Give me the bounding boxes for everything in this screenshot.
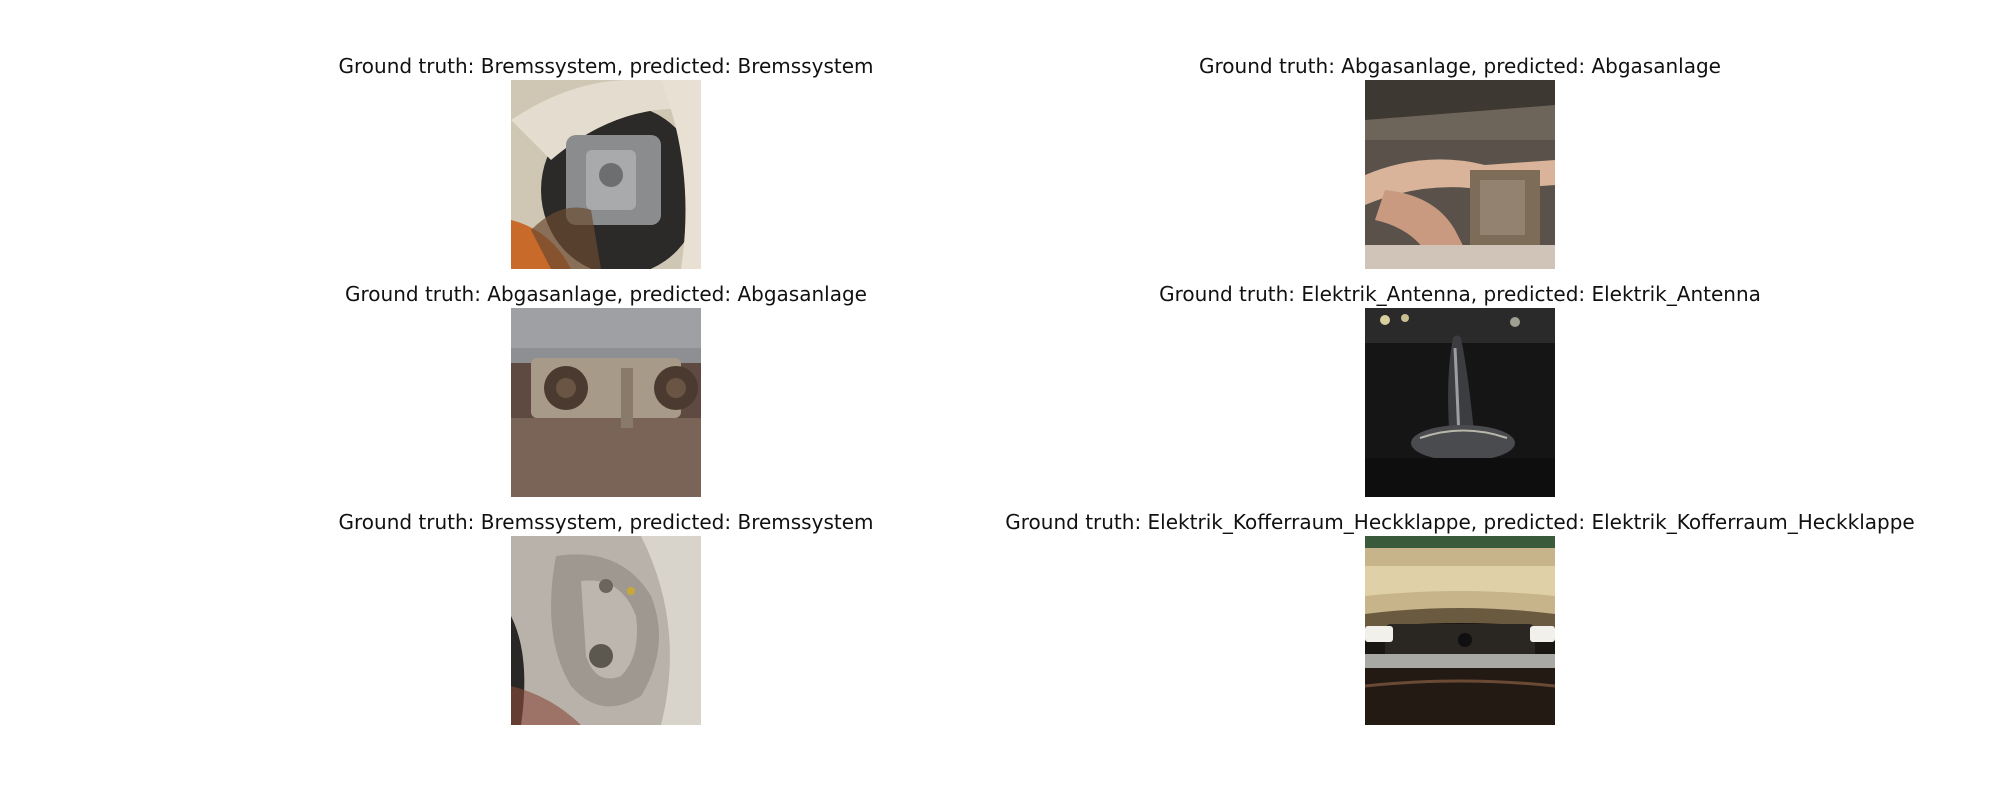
caption-1: Ground truth: Bremssystem, predicted: Br…: [338, 54, 874, 78]
trunk-lid-camera-photo: [1365, 536, 1555, 725]
roof-antenna-photo: [1365, 308, 1555, 497]
rusty-exhaust-clamp-photo: [511, 308, 701, 497]
caption-4: Ground truth: Elektrik_Antenna, predicte…: [1159, 282, 1761, 306]
caption-2: Ground truth: Abgasanlage, predicted: Ab…: [1199, 54, 1721, 78]
brake-caliper-photo: [511, 536, 701, 725]
caption-3: Ground truth: Abgasanlage, predicted: Ab…: [345, 282, 867, 306]
caption-5: Ground truth: Bremssystem, predicted: Br…: [338, 510, 874, 534]
brake-caliper-wheel-photo: [511, 80, 701, 269]
exhaust-underbody-photo: [1365, 80, 1555, 269]
caption-6: Ground truth: Elektrik_Kofferraum_Heckkl…: [1005, 510, 1915, 534]
